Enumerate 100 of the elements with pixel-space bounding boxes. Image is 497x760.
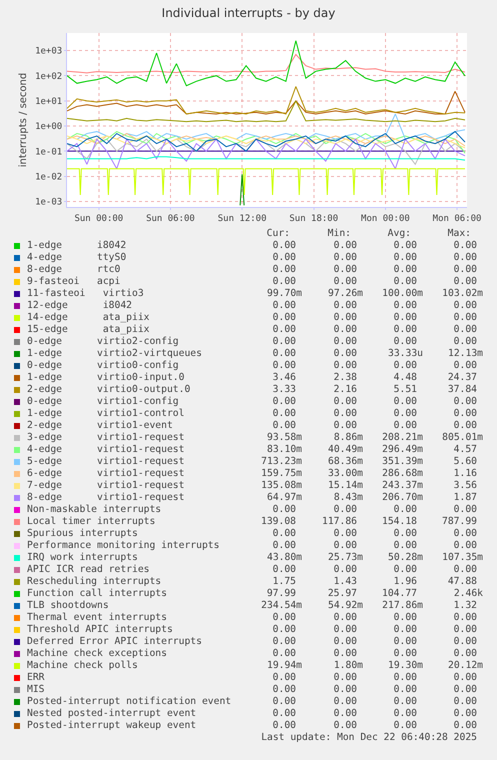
text: 19.94m 1.80m 19.30m 20.12m [267,660,483,671]
text: 43.80m 25.73m 50.28m 107.35m [267,552,483,563]
text: 0.00 0.00 0.00 0.00 [272,504,477,515]
text: Avg: [388,228,411,240]
text: 83.10m 40.49m 296.49m 4.57 [267,444,477,455]
text: 0.00 0.00 0.00 0.00 [272,360,477,371]
text: 0.00 0.00 0.00 0.00 [272,696,477,707]
line-series [67,86,466,114]
text: 0.00 0.00 0.00 0.00 [272,528,477,539]
legend-label: TLB shootdowns [27,600,109,612]
text: Max: [448,228,471,240]
legend-label: 5-edge virtio1-request [27,456,184,468]
line-series [67,136,466,148]
legend-label: 14-edge ata_piix [27,312,150,324]
legend-label: 4-edge ttyS0 [27,252,126,264]
text: 713.23m 68.36m 351.39m 5.60 [261,456,477,467]
text: 0.00 0.00 0.00 0.00 [272,720,477,731]
text: 0.00 0.00 0.00 0.00 [272,624,477,635]
text: 0.00 0.00 0.00 0.00 [272,300,477,311]
legend-label: MIS [27,684,44,696]
text: 0.00 0.00 0.00 0.00 [272,708,477,719]
legend-label: Thermal event interrupts [27,612,167,624]
text: 234.54m 54.92m 217.86m 1.32 [261,600,477,611]
text: 0.00 0.00 0.00 0.00 [272,312,477,323]
text: Last update: Mon Dec 22 06:40:28 2025 [261,732,477,744]
legend-label: 8-edge rtc0 [27,264,120,276]
legend-label: Performance monitoring interrupts [27,540,220,552]
y-tick-label: 1e+00 [35,122,62,132]
legend-label: 3-edge virtio1-request [27,432,184,444]
legend-label: 2-edge virtio1-event [27,420,173,432]
text: 0.00 0.00 33.33u 12.13m [272,348,483,359]
text: 0.00 0.00 0.00 0.00 [272,648,477,659]
x-tick-label: Sun 18:00 [289,214,338,224]
text: 3.33 2.16 5.51 37.84 [272,384,477,395]
text: 0.00 0.00 0.00 0.00 [272,420,477,431]
text: 0.00 0.00 0.00 0.00 [272,564,477,575]
legend-label: 1-edge virtio1-control [27,408,184,420]
text: 0.00 0.00 0.00 0.00 [272,684,477,695]
legend-label: 6-edge virtio1-request [27,468,184,480]
x-tick-label: Mon 00:00 [361,214,410,224]
legend-label: Non-maskable interrupts [27,504,162,516]
legend-label: 4-edge virtio1-request [27,444,184,456]
line-series [67,40,466,86]
text: 135.08m 15.14m 243.37m 3.56 [261,480,477,491]
legend-label: 0-edge virtio2-config [27,336,179,348]
legend-label: Nested posted-interrupt event [27,708,196,720]
legend-label: ERR [27,672,44,684]
legend-label: IRQ work interrupts [27,552,138,564]
legend-label: 7-edge virtio1-request [27,480,184,492]
y-axis-title: interrupts / second [18,72,30,168]
legend-label: Local timer interrupts [27,516,156,528]
text: 0.00 0.00 0.00 0.00 [272,672,477,683]
legend-label: 0-edge virtio1-config [27,396,179,408]
text: 0.00 0.00 0.00 0.00 [272,264,477,275]
y-tick-label: 1e+02 [35,72,62,82]
line-series [67,100,466,122]
text: Min: [328,228,351,240]
legend-label: Posted-interrupt wakeup event [27,720,196,732]
legend-label: Posted-interrupt notification event [27,696,232,708]
legend-label: 1-edge virtio0-input.0 [27,372,184,384]
legend-label: Function call interrupts [27,588,167,600]
legend-label: Machine check exceptions [27,648,167,660]
legend-label: Machine check polls [27,660,138,672]
text: 0.00 0.00 0.00 0.00 [272,612,477,623]
x-tick-label: Sun 06:00 [146,214,195,224]
text: 0.00 0.00 0.00 0.00 [272,276,477,287]
text: 3.46 2.38 4.48 24.37 [272,372,477,383]
legend-label: Deferred Error APIC interrupts [27,636,202,648]
legend-label: Threshold APIC interrupts [27,624,173,636]
legend-label: 11-fasteoi virtio3 [27,288,144,300]
text: Cur: [266,228,290,240]
text: 0.00 0.00 0.00 0.00 [272,252,477,263]
legend-label: APIC ICR read retries [27,564,150,576]
legend-label: 12-edge i8042 [27,300,132,312]
x-tick-label: Sun 12:00 [218,214,267,224]
text: 93.58m 8.86m 208.21m 805.01m [267,432,483,443]
text: 97.99 25.97 104.77 2.46k [266,588,483,599]
legend-label: 15-edge ata_piix [27,324,150,336]
legend-label: Spurious interrupts [27,528,138,540]
text: 0.00 0.00 0.00 0.00 [272,396,477,407]
y-tick-label: 1e-02 [35,172,62,182]
legend-label: 9-fasteoi acpi [27,276,120,288]
y-tick-label: 1e+03 [35,46,62,57]
y-tick-label: 1e-03 [35,198,62,208]
y-tick-label: 1e-01 [35,147,62,158]
text: 159.75m 33.00m 286.68m 1.16 [261,468,477,479]
line-series [67,90,466,114]
text: 64.97m 8.43m 206.70m 1.87 [267,492,477,503]
text: 0.00 0.00 0.00 0.00 [272,636,477,647]
text: 99.70m 97.26m 100.00m 103.02m [267,288,483,299]
y-tick-label: 1e+01 [35,97,62,108]
text: 0.00 0.00 0.00 0.00 [272,336,477,347]
text: 0.00 0.00 0.00 0.00 [272,540,477,551]
text: 1.75 1.43 1.96 47.88 [272,576,477,587]
legend-label: 2-edge virtio0-output.0 [27,384,190,396]
legend-label: 8-edge virtio1-request [27,492,184,504]
text: 0.00 0.00 0.00 0.00 [272,324,477,335]
legend-label: Rescheduling interrupts [27,576,162,588]
legend-label: 1-edge virtio2-virtqueues [27,348,202,360]
chart-title: Individual interrupts - by day [162,6,336,20]
